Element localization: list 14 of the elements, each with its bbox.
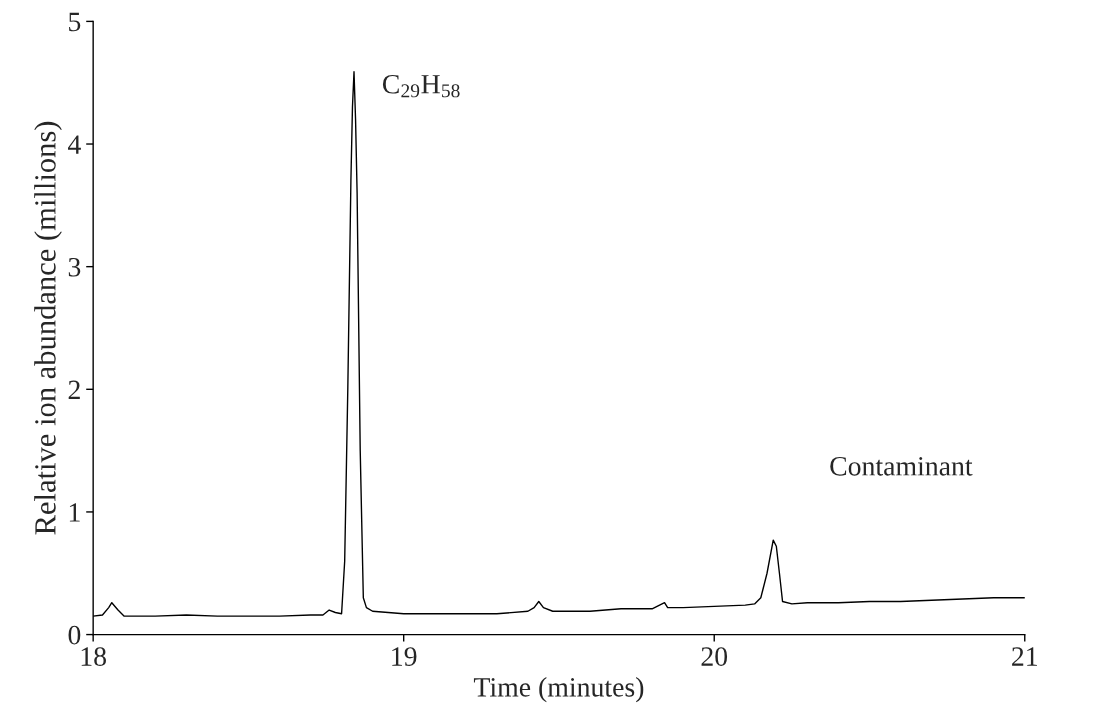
y-tick-label: 0 bbox=[68, 625, 81, 645]
y-tick-label: 5 bbox=[69, 12, 81, 32]
x-tick-label: 20 bbox=[701, 647, 728, 666]
x-axis-title: Time (minutes) bbox=[473, 677, 644, 703]
y-tick-label: 4 bbox=[68, 135, 81, 154]
x-tick-label: 18 bbox=[81, 647, 106, 666]
y-axis-title: Relative ion abundance (millions) bbox=[34, 121, 62, 535]
annotation: Contaminant bbox=[830, 456, 973, 476]
annotation: C$_{29}$H$_{58}$ bbox=[382, 74, 460, 98]
y-tick-label: 1 bbox=[69, 503, 80, 522]
x-tick-label: 19 bbox=[392, 647, 417, 666]
x-tick-label: 21 bbox=[1012, 647, 1037, 666]
y-tick-label: 3 bbox=[68, 257, 81, 277]
y-tick-label: 2 bbox=[68, 380, 80, 399]
